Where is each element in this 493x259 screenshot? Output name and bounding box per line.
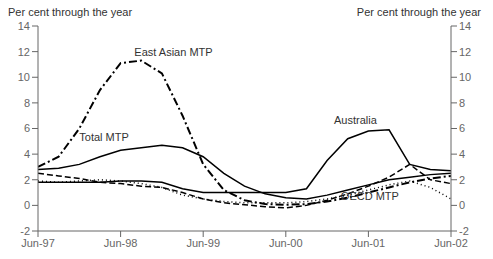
svg-text:Jun-97: Jun-97 [21, 237, 55, 249]
svg-text:14: 14 [18, 20, 30, 32]
svg-text:Jun-00: Jun-00 [269, 237, 303, 249]
svg-text:14: 14 [459, 20, 471, 32]
svg-text:12: 12 [459, 46, 471, 58]
svg-text:0: 0 [24, 199, 30, 211]
svg-text:OECD MTP: OECD MTP [341, 190, 399, 202]
svg-text:4: 4 [459, 148, 465, 160]
svg-text:Jun-98: Jun-98 [104, 237, 138, 249]
svg-text:2: 2 [459, 174, 465, 186]
svg-text:4: 4 [24, 148, 30, 160]
svg-text:East Asian MTP: East Asian MTP [134, 46, 212, 58]
svg-text:Total MTP: Total MTP [79, 131, 129, 143]
svg-text:6: 6 [459, 122, 465, 134]
html-text:Per cent through the year: Per cent through the year [8, 6, 133, 18]
svg-text:2: 2 [24, 174, 30, 186]
svg-text:-2: -2 [459, 225, 469, 237]
svg-text:-2: -2 [20, 225, 30, 237]
svg-text:0: 0 [459, 199, 465, 211]
svg-text:Australia: Australia [334, 114, 378, 126]
svg-text:6: 6 [24, 122, 30, 134]
svg-text:8: 8 [459, 97, 465, 109]
html-text:Per cent through the year: Per cent through the year [356, 6, 481, 18]
svg-text:Jun-02: Jun-02 [434, 237, 468, 249]
svg-text:10: 10 [18, 71, 30, 83]
svg-text:12: 12 [18, 46, 30, 58]
svg-text:10: 10 [459, 71, 471, 83]
svg-text:8: 8 [24, 97, 30, 109]
svg-text:Jun-99: Jun-99 [186, 237, 220, 249]
svg-text:Jun-01: Jun-01 [352, 237, 386, 249]
